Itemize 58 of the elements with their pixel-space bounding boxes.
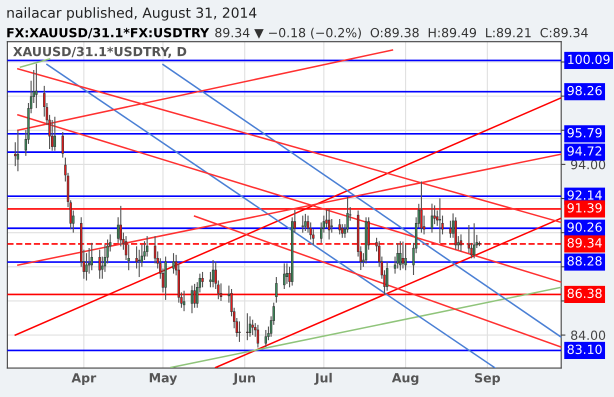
- ref-line-label: 92.14: [568, 190, 602, 200]
- text: nailacar published, August 31, 2014: [7, 7, 256, 21]
- candlestick: [62, 131, 64, 158]
- candlestick: [402, 240, 404, 270]
- candlestick: [404, 244, 407, 271]
- candlestick: [246, 312, 249, 341]
- candlestick: [275, 276, 278, 304]
- candlestick: [212, 259, 214, 288]
- candlestick: [251, 319, 254, 336]
- candlestick: [248, 316, 252, 338]
- candlestick: [238, 320, 241, 342]
- candlestick: [256, 324, 260, 348]
- candlestick: [90, 242, 93, 271]
- candlestick: [420, 180, 423, 234]
- ref-line-label: 89.34: [568, 238, 602, 248]
- candlestick: [338, 218, 341, 235]
- candlestick: [472, 222, 476, 259]
- ref-line-label: 88.28: [568, 256, 602, 266]
- candlestick: [182, 290, 186, 312]
- candlestick: [304, 213, 307, 232]
- candlestick: [328, 208, 330, 240]
- candlestick: [396, 242, 399, 270]
- x-tick-label: Aug: [392, 373, 418, 385]
- x-tick-label: Jul: [314, 372, 332, 385]
- y-tick-label: 84.00: [571, 330, 606, 340]
- candlestick: [430, 203, 434, 234]
- candlestick: [264, 329, 268, 348]
- candlestick: [120, 205, 122, 247]
- x-tick-label: Sep: [475, 373, 500, 385]
- x-tick-label: May: [150, 373, 178, 385]
- candlestick: [302, 215, 304, 234]
- x-tick-label: Jun: [232, 373, 255, 385]
- chart-title: FX:XAUUSD/31.1*FX:USDTRY: [7, 28, 210, 38]
- candlestick: [16, 130, 20, 172]
- candlestick: [146, 236, 148, 258]
- ref-line-label: 91.39: [568, 203, 602, 213]
- candlestick: [386, 261, 388, 292]
- candlestick: [438, 198, 442, 244]
- candlestick: [54, 116, 56, 152]
- candlestick: [220, 282, 222, 302]
- candlestick: [399, 240, 402, 271]
- ref-line-label: 90.26: [568, 222, 602, 232]
- candlestick: [190, 285, 194, 314]
- ref-line-label: 94.72: [568, 146, 602, 156]
- candlestick: [51, 119, 54, 152]
- ref-line-label: 83.10: [568, 344, 602, 354]
- candlestick: [98, 249, 101, 280]
- ref-line-label: 100.09: [568, 54, 610, 64]
- chart-subtitle: 89.34 ▼ −0.18 (−0.2%) O:89.38 H:89.49 L:89.21 C:89.34: [215, 28, 588, 39]
- ref-line-label: 86.38: [568, 288, 602, 298]
- candlestick: [460, 234, 462, 252]
- ref-line-label: 95.79: [568, 128, 602, 138]
- ref-line-label: 98.26: [568, 86, 602, 96]
- candlestick: [283, 262, 286, 290]
- annotation: XAUUSD/31.1*USDTRY, D: [13, 46, 186, 58]
- x-tick-label: Apr: [72, 373, 96, 385]
- candlestick: [172, 252, 175, 274]
- candlestick: [35, 63, 38, 109]
